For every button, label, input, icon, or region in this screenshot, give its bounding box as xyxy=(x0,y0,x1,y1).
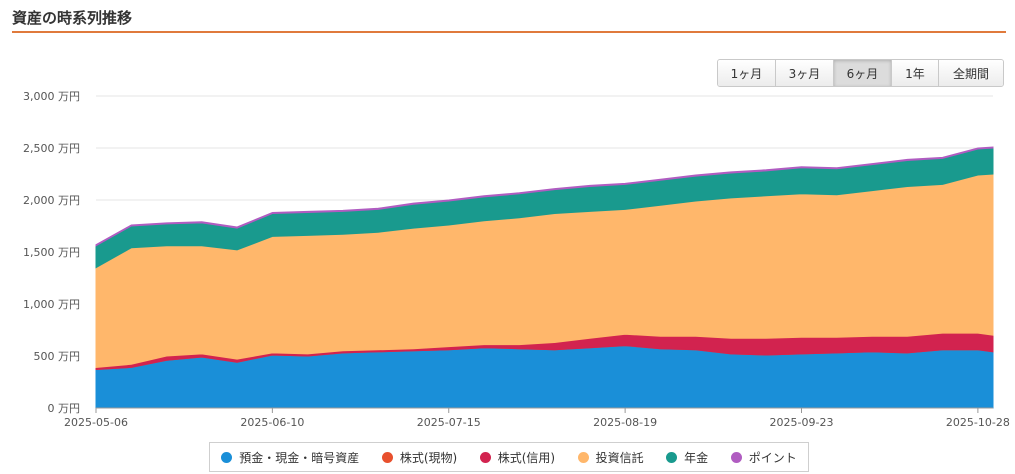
y-tick-label: 2,500 万円 xyxy=(23,142,80,155)
legend-label-nenkin: 年金 xyxy=(684,450,709,465)
x-tick-label: 2025-08-19 xyxy=(593,416,657,429)
range-button-1m[interactable]: 1ヶ月 xyxy=(718,60,776,86)
legend-item-shinyo[interactable]: 株式(信用) xyxy=(479,449,556,466)
legend-item-yokin[interactable]: 預金・現金・暗号資産 xyxy=(221,449,359,466)
legend-label-point: ポイント xyxy=(748,450,797,465)
page-title: 資産の時系列推移 xyxy=(12,9,133,27)
title-rule xyxy=(12,31,1006,33)
range-selector: 1ヶ月 3ヶ月 6ヶ月 1年 全期間 xyxy=(717,59,1004,87)
y-tick-label: 3,000 万円 xyxy=(23,90,80,103)
legend-label-yokin: 預金・現金・暗号資産 xyxy=(239,450,360,465)
legend-dot-genbutsu xyxy=(381,451,393,463)
y-tick-label: 1,000 万円 xyxy=(23,298,80,311)
x-tick-label: 2025-09-23 xyxy=(770,416,834,429)
legend-item-nenkin[interactable]: 年金 xyxy=(666,449,708,466)
area-series-5 xyxy=(95,146,994,247)
legend-item-point[interactable]: ポイント xyxy=(730,449,797,466)
legend-dot-nenkin xyxy=(666,451,678,463)
x-tick-label: 2025-07-15 xyxy=(417,416,481,429)
range-button-1y[interactable]: 1年 xyxy=(892,60,939,86)
legend-dot-yokin xyxy=(221,451,233,463)
y-tick-label: 2,000 万円 xyxy=(23,194,80,207)
x-tick-label: 2025-06-10 xyxy=(240,416,304,429)
range-button-all[interactable]: 全期間 xyxy=(939,60,1003,86)
y-tick-label: 500 万円 xyxy=(34,350,81,363)
x-tick-label: 2025-10-28 xyxy=(946,416,1010,429)
legend-item-toushin[interactable]: 投資信託 xyxy=(577,449,644,466)
legend-dot-toushin xyxy=(577,451,589,463)
legend-label-toushin: 投資信託 xyxy=(595,450,644,465)
y-tick-label: 0 万円 xyxy=(48,402,81,415)
legend-item-genbutsu[interactable]: 株式(現物) xyxy=(381,449,458,466)
range-button-6m[interactable]: 6ヶ月 xyxy=(834,60,892,86)
chart-legend: 預金・現金・暗号資産 株式(現物) 株式(信用) 投資信託 年金 ポイント xyxy=(209,442,809,472)
range-button-3m[interactable]: 3ヶ月 xyxy=(776,60,834,86)
y-tick-label: 1,500 万円 xyxy=(23,246,80,259)
legend-dot-shinyo xyxy=(479,451,491,463)
legend-dot-point xyxy=(730,451,742,463)
legend-label-shinyo: 株式(信用) xyxy=(497,450,556,465)
legend-label-genbutsu: 株式(現物) xyxy=(399,450,458,465)
x-tick-label: 2025-05-06 xyxy=(64,416,128,429)
